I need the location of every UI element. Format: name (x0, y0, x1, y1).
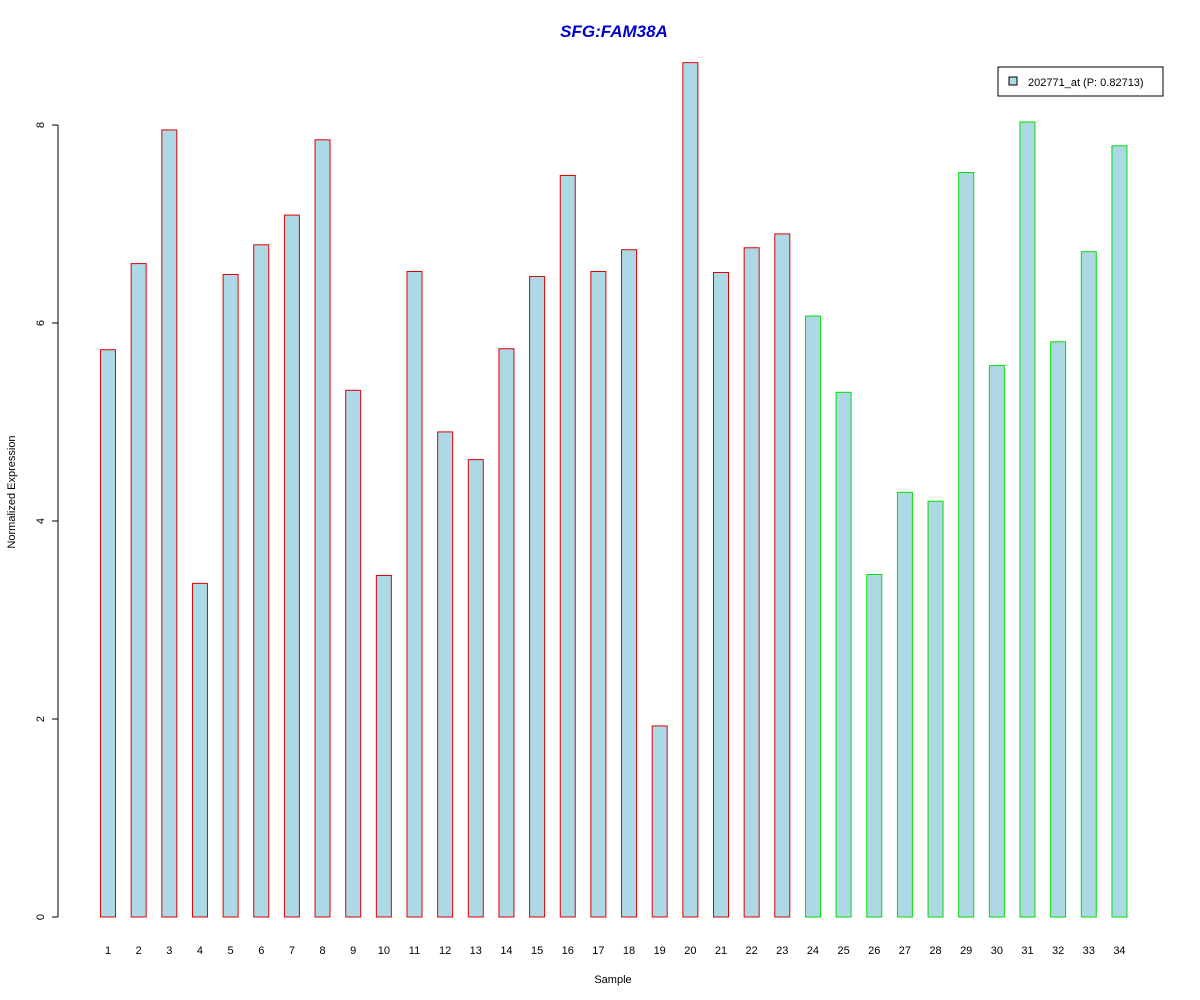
x-tick-label: 11 (409, 945, 420, 957)
bar (100, 349, 116, 918)
x-tick-label: 19 (654, 945, 666, 957)
y-tick-label: 0 (35, 914, 47, 920)
x-tick-label: 32 (1052, 945, 1064, 957)
x-tick-label: 20 (684, 945, 696, 957)
bar (651, 725, 668, 918)
x-tick-label: 23 (776, 945, 788, 957)
bar (1111, 145, 1128, 918)
x-tick-label: 7 (289, 945, 295, 957)
x-tick-label: 2 (136, 945, 142, 957)
x-tick-label: 16 (562, 945, 574, 957)
x-tick-label: 5 (228, 945, 234, 957)
x-tick-label: 21 (715, 945, 727, 957)
x-tick-label: 29 (960, 945, 972, 957)
bar (406, 271, 423, 918)
bar (743, 247, 760, 918)
bar (437, 431, 454, 918)
x-tick-label: 33 (1083, 945, 1095, 957)
bar (988, 365, 1005, 918)
bar (621, 249, 638, 918)
x-tick-label: 9 (350, 945, 356, 957)
x-tick-label: 12 (439, 945, 451, 957)
bar (467, 459, 484, 918)
bar (927, 500, 944, 918)
bar (835, 391, 852, 918)
bar (345, 389, 362, 918)
legend-label: 202771_at (P: 0.82713) (1028, 77, 1144, 89)
bar (375, 574, 392, 918)
legend: 202771_at (P: 0.82713) (997, 66, 1164, 97)
x-tick-label: 30 (991, 945, 1003, 957)
x-tick-label: 25 (837, 945, 849, 957)
y-tick-label: 8 (35, 122, 47, 128)
y-tick-label: 4 (35, 518, 47, 524)
x-tick-label: 8 (319, 945, 325, 957)
bar (1019, 121, 1036, 918)
y-tick-label: 6 (35, 320, 47, 326)
bar (682, 62, 699, 918)
x-tick-label: 28 (929, 945, 941, 957)
bar (222, 273, 239, 918)
bar (253, 244, 270, 918)
x-tick-label: 14 (500, 945, 512, 957)
bars (100, 62, 1128, 918)
bar (774, 233, 791, 918)
x-tick-label: 26 (868, 945, 880, 957)
x-tick-label: 10 (378, 945, 390, 957)
x-tick-label: 6 (258, 945, 264, 957)
y-axis: 0 2 4 6 8 (35, 122, 59, 920)
y-axis-label: Normalized Expression (6, 435, 18, 548)
bar (529, 275, 546, 918)
x-tick-label: 4 (197, 945, 203, 957)
x-tick-label: 18 (623, 945, 635, 957)
x-tick-label: 1 (105, 945, 111, 957)
x-tick-label: 24 (807, 945, 819, 957)
bar (283, 214, 300, 918)
bar (314, 139, 331, 918)
bar (161, 129, 178, 918)
x-axis-label: Sample (594, 974, 631, 986)
bar (1050, 341, 1067, 918)
legend-swatch (1008, 76, 1018, 86)
bar (1080, 251, 1097, 918)
legend-box (997, 66, 1164, 97)
x-tick-label: 27 (899, 945, 911, 957)
x-tick-label: 3 (166, 945, 172, 957)
bar (559, 174, 576, 918)
bar (191, 582, 208, 918)
x-tick-labels: 1 2 3 4 5 6 7 8 9 10 11 12 13 14 15 16 17 18 19 20 21 22 23 24 2… (105, 945, 1126, 957)
bar (896, 491, 913, 918)
bar (713, 272, 729, 918)
y-tick-label: 2 (35, 716, 47, 722)
x-tick-label: 31 (1021, 945, 1033, 957)
bar (590, 271, 607, 918)
bar (130, 263, 147, 918)
x-tick-label: 34 (1113, 945, 1125, 957)
x-tick-label: 22 (746, 945, 758, 957)
bar (866, 573, 883, 918)
chart-title: SFG:FAM38A (560, 22, 668, 41)
bar (804, 315, 821, 918)
bar (498, 348, 515, 918)
x-tick-label: 17 (592, 945, 604, 957)
x-tick-label: 15 (531, 945, 543, 957)
x-tick-label: 13 (470, 945, 482, 957)
bar (958, 172, 975, 918)
